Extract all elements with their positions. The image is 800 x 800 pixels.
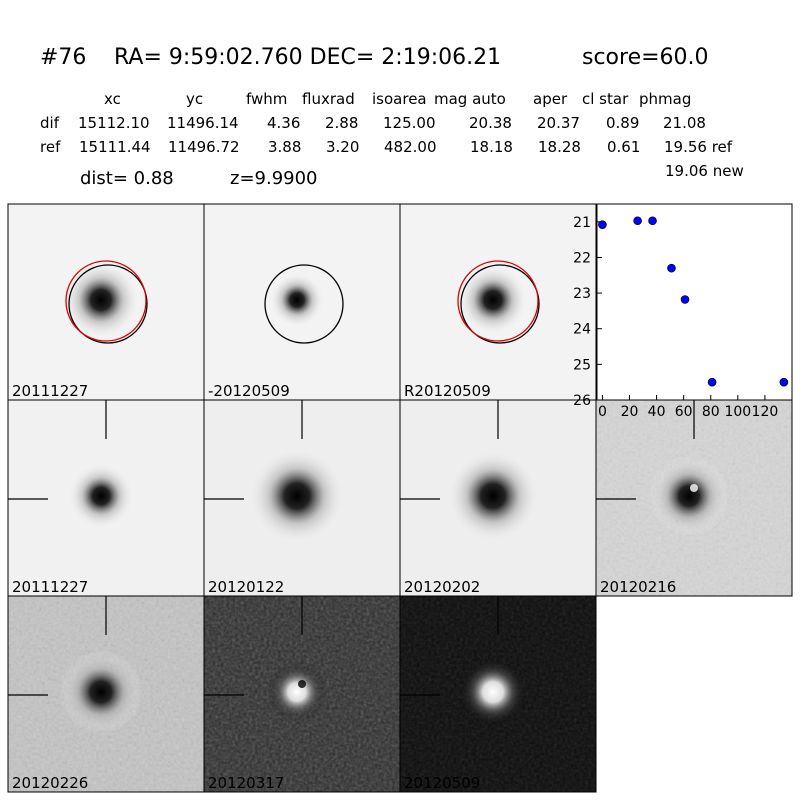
image-stamp: 20120202: [399, 399, 597, 597]
data-point: [779, 377, 789, 387]
table-cell: 15111.44: [79, 138, 151, 156]
source-blob: [649, 456, 729, 536]
y-tick-label: 22: [573, 250, 591, 266]
stamp-label: R20120509: [404, 382, 491, 400]
candidate-id: #76: [40, 45, 86, 70]
x-tick-label: 40: [648, 404, 666, 420]
table-cell: 4.36: [267, 114, 300, 132]
image-stamp: 20120226: [7, 595, 205, 793]
stamp-label: -20120509: [208, 382, 290, 400]
source-blob: [457, 264, 529, 336]
stamp-border: [399, 595, 597, 793]
table-note: 19.06 new: [665, 162, 744, 180]
x-tick-label: 20: [621, 404, 639, 420]
table-cell: 0.61: [607, 138, 640, 156]
image-stamp: 20111227: [7, 399, 205, 597]
source-blob: [445, 448, 541, 544]
table-cell: 3.88: [268, 138, 301, 156]
x-tick-label: 100: [724, 404, 751, 420]
table-cell: 2.88: [325, 114, 358, 132]
x-tick-label: 80: [702, 404, 720, 420]
table-cell: 482.00: [384, 138, 437, 156]
source-blob: [61, 260, 141, 340]
column-header: xc: [104, 90, 121, 108]
data-point: [633, 216, 642, 226]
data-point: [648, 216, 657, 226]
table-cell: 19.56 ref: [664, 138, 733, 156]
column-header: yc: [186, 90, 203, 108]
image-stamp: -20120509: [203, 203, 401, 401]
aperture-circle: [264, 264, 344, 344]
stamp-label: 20120317: [208, 774, 284, 792]
image-stamp: R20120509: [399, 203, 597, 401]
source-blob: [247, 446, 347, 546]
stamp-label: 20111227: [12, 382, 88, 400]
source-blob: [459, 658, 527, 726]
stamp-label: 20120122: [208, 578, 284, 596]
table-cell: 3.20: [326, 138, 359, 156]
column-header: fluxrad: [302, 90, 355, 108]
column-header: cl star: [582, 90, 629, 108]
stamp-label: 20120216: [600, 578, 676, 596]
column-header: mag auto: [434, 90, 506, 108]
plot-frame: [596, 203, 793, 401]
column-header: fwhm: [246, 90, 287, 108]
data-point: [667, 263, 676, 273]
data-point: [707, 377, 717, 387]
source-blob: [67, 462, 135, 530]
row-label: dif: [40, 114, 60, 132]
column-header: phmag: [639, 90, 691, 108]
stamp-label: 20111227: [12, 578, 88, 596]
data-point: [680, 295, 690, 304]
table-cell: 125.00: [383, 114, 436, 132]
table-cell: 18.18: [470, 138, 513, 156]
residual-spot: [690, 484, 698, 492]
distance: dist= 0.88: [80, 168, 174, 189]
x-tick-label: 60: [675, 404, 693, 420]
image-stamp: 20120216: [595, 399, 793, 597]
source-blob: [59, 650, 143, 734]
image-stamp: 20120317: [203, 595, 401, 793]
table-cell: 20.38: [469, 114, 512, 132]
aperture-circle: [68, 264, 148, 344]
column-header: aper: [533, 90, 568, 108]
redshift: z=9.9900: [230, 168, 318, 189]
image-stamp: 20120509: [399, 595, 597, 793]
aperture-circle: [65, 260, 147, 342]
x-tick-label: 0: [598, 404, 607, 420]
image-stamp: 20111227: [7, 203, 205, 401]
score: score=60.0: [582, 45, 709, 70]
y-tick-label: 26: [573, 393, 591, 409]
stamp-label: 20120226: [12, 774, 88, 792]
table-cell: 20.37: [537, 114, 580, 132]
table-cell: 11496.72: [168, 138, 240, 156]
table-cell: 21.08: [663, 114, 706, 132]
source-blob: [269, 272, 325, 328]
table-cell: 11496.14: [167, 114, 239, 132]
stamp-label: 20120202: [404, 578, 480, 596]
table-cell: 15112.10: [78, 114, 150, 132]
y-tick-label: 23: [573, 286, 591, 302]
residual-spot: [298, 680, 306, 688]
table-cell: 18.28: [538, 138, 581, 156]
row-label: ref: [40, 138, 61, 156]
coordinates: RA= 9:59:02.760 DEC= 2:19:06.21: [114, 45, 501, 70]
stamp-label: 20120509: [404, 774, 480, 792]
y-tick-label: 24: [573, 322, 591, 338]
table-cell: 0.89: [606, 114, 639, 132]
column-header: isoarea: [372, 90, 427, 108]
source-blob: [267, 662, 327, 722]
image-stamp: 20120122: [203, 399, 401, 597]
aperture-circle: [457, 260, 539, 342]
data-point: [598, 220, 607, 229]
aperture-circle: [460, 264, 540, 344]
plot-background: [597, 204, 792, 400]
y-tick-label: 21: [573, 215, 591, 231]
x-tick-label: 120: [752, 404, 779, 420]
y-tick-label: 25: [573, 357, 591, 373]
